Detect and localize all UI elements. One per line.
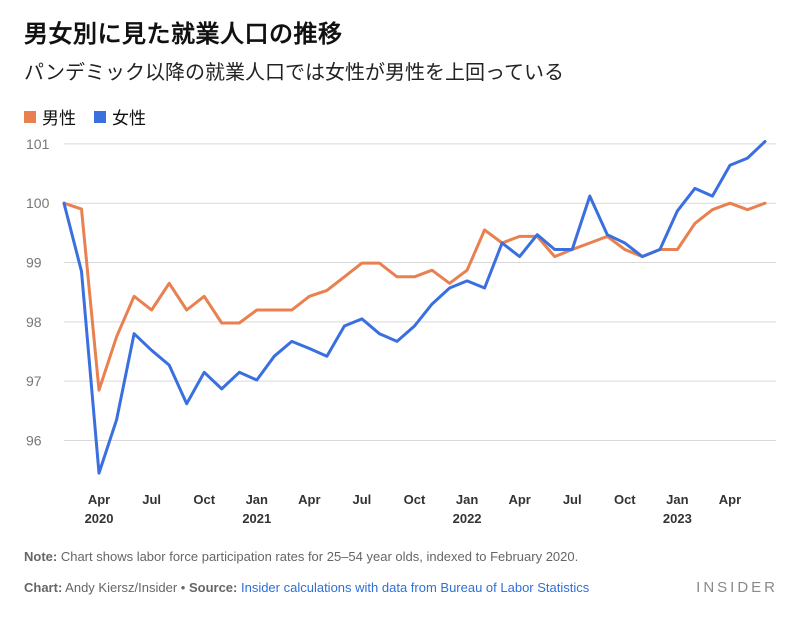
line-chart: 96 97 98 99 100 101 Apr 2020 Jul Oct Jan 2021 Apr Jul… bbox=[26, 136, 776, 526]
insider-logo: INSIDER bbox=[696, 579, 778, 596]
y-tick-label: 101 bbox=[26, 136, 50, 152]
note-text: Chart shows labor force participation ra… bbox=[57, 549, 579, 564]
credit-bullet: • bbox=[177, 580, 189, 595]
x-tick-label: Jan bbox=[666, 492, 688, 507]
x-tick-label: Jan bbox=[456, 492, 478, 507]
chart-note: Note: Chart shows labor force participat… bbox=[24, 549, 578, 564]
legend-item-female: 女性 bbox=[94, 104, 146, 129]
y-tick-label: 100 bbox=[26, 195, 50, 211]
x-tick-label: Apr bbox=[88, 492, 110, 507]
y-tick-label: 98 bbox=[26, 314, 42, 330]
x-tick-year-label: 2020 bbox=[85, 511, 114, 526]
x-tick-label: Jul bbox=[353, 492, 372, 507]
x-tick-label: Oct bbox=[404, 492, 426, 507]
credit-author: Andy Kiersz/Insider bbox=[62, 580, 178, 595]
legend: 男性 女性 bbox=[24, 104, 146, 129]
chart-title: 男女別に見た就業人口の推移 bbox=[24, 20, 343, 48]
series-line-male bbox=[62, 201, 767, 392]
legend-item-male: 男性 bbox=[24, 104, 76, 129]
x-tick-label: Apr bbox=[298, 492, 320, 507]
series-line-female bbox=[62, 140, 767, 475]
x-tick-label: Jul bbox=[142, 492, 161, 507]
y-tick-label: 99 bbox=[26, 255, 42, 271]
legend-label-female: 女性 bbox=[112, 109, 146, 129]
x-tick-label: Oct bbox=[193, 492, 215, 507]
x-tick-year-label: 2021 bbox=[242, 511, 271, 526]
y-tick-label: 96 bbox=[26, 432, 42, 448]
legend-swatch-male bbox=[24, 110, 36, 123]
chart-credit: Chart: Andy Kiersz/Insider • Source: Ins… bbox=[24, 580, 589, 595]
x-tick-label: Apr bbox=[719, 492, 741, 507]
legend-label-male: 男性 bbox=[42, 109, 76, 129]
source-label: Source: bbox=[188, 580, 238, 595]
x-tick-label: Apr bbox=[508, 492, 530, 507]
x-tick-label: Jul bbox=[563, 492, 582, 507]
x-tick-label: Oct bbox=[614, 492, 636, 507]
chart-subtitle: パンデミック以降の就業人口では女性が男性を上回っている bbox=[24, 60, 564, 84]
legend-swatch-female bbox=[94, 110, 106, 123]
x-tick-year-label: 2023 bbox=[663, 511, 692, 526]
source-link[interactable]: Insider calculations with data from Bure… bbox=[237, 580, 590, 595]
note-label: Note: bbox=[24, 549, 58, 564]
credit-chart-label: Chart: bbox=[24, 580, 63, 595]
y-tick-label: 97 bbox=[26, 373, 42, 389]
x-tick-year-label: 2022 bbox=[453, 511, 482, 526]
x-tick-label: Jan bbox=[246, 492, 268, 507]
